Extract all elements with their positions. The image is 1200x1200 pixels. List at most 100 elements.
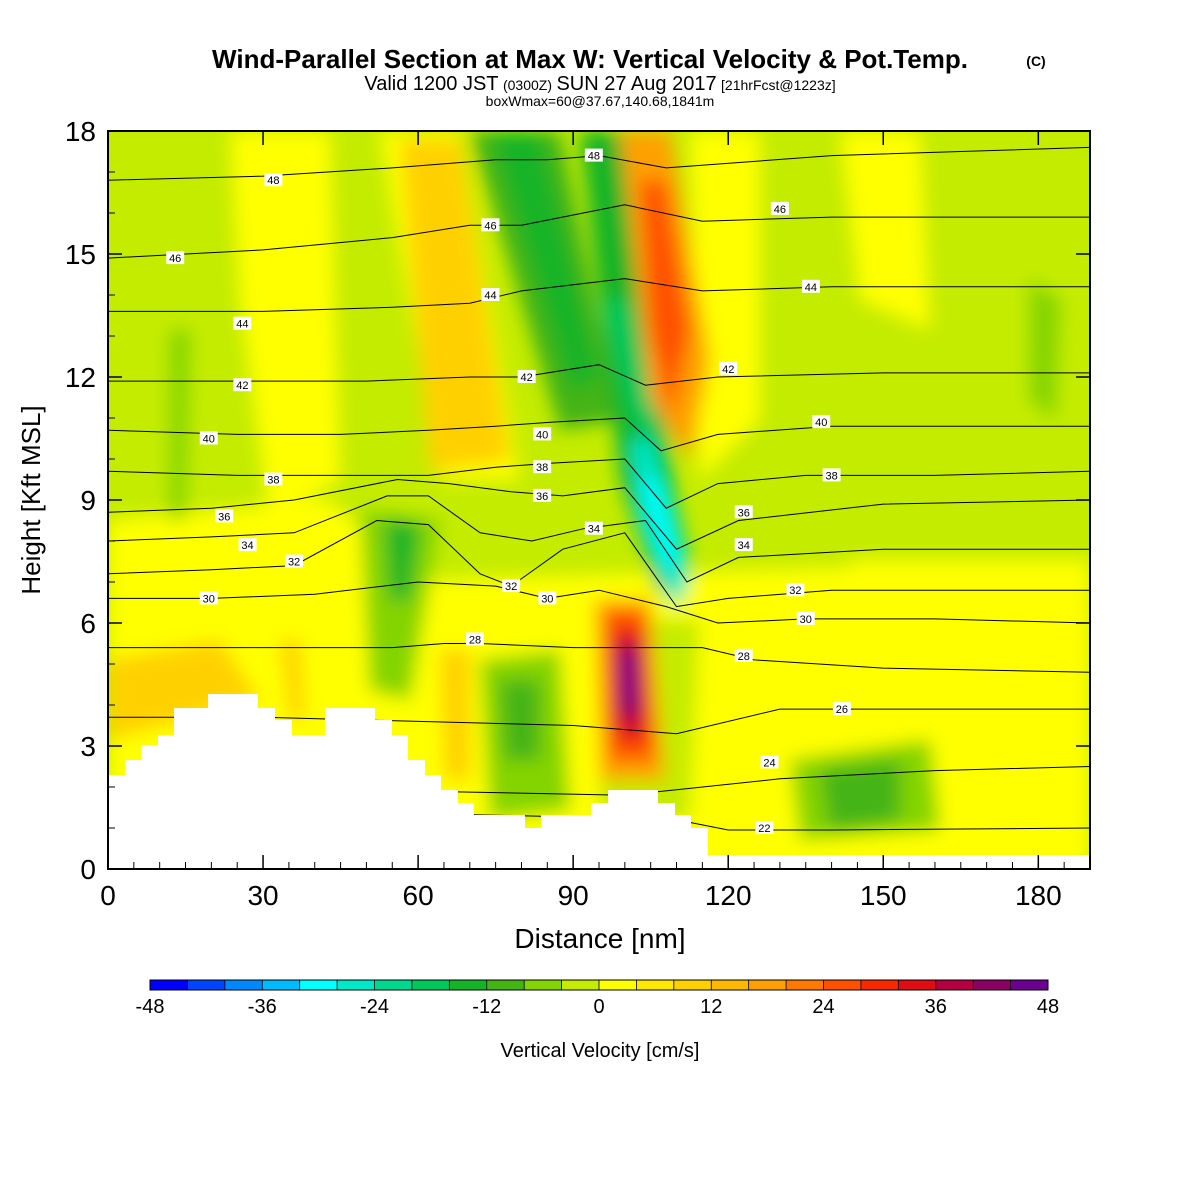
colorbar-tick-label: -36 [248, 996, 277, 1018]
velocity-region [850, 560, 1090, 760]
contour-label: 32 [786, 583, 805, 597]
colorbar-tick-label: 0 [593, 996, 604, 1018]
colorbar-swatch [599, 980, 637, 990]
x-tick-label: 180 [1015, 880, 1062, 911]
contour-label-box [481, 288, 500, 301]
colorbar-swatch [224, 980, 263, 990]
contour-label-text: 34 [241, 540, 253, 552]
contour-label: 38 [822, 468, 841, 482]
colorbar-tick-label: 48 [1037, 996, 1059, 1018]
contour-label-text: 32 [789, 585, 801, 597]
y-tick-label: 6 [80, 608, 96, 639]
contour-label-box [533, 460, 552, 474]
contour-label-text: 28 [738, 651, 750, 663]
colorbar-swatch [823, 980, 862, 990]
contour-label: 48 [584, 148, 603, 163]
contour-label-text: 44 [236, 319, 248, 331]
isentrope-42 [108, 364, 1090, 386]
contour-label: 44 [801, 279, 820, 294]
colorbar-swatch [1010, 980, 1049, 990]
contour-label-text: 36 [218, 511, 230, 523]
velocity-region [640, 180, 690, 420]
velocity-region [400, 140, 510, 470]
isentrope-28 [108, 643, 1090, 673]
colorbar-tick-label: -48 [136, 996, 165, 1018]
velocity-region [280, 640, 305, 720]
x-tick-label: 30 [247, 880, 278, 911]
contour-label-text: 36 [536, 491, 548, 503]
contour-label-text: 42 [521, 372, 533, 384]
contour-label-box [199, 431, 218, 445]
isentrope-48 [108, 146, 1090, 181]
velocity-region [490, 131, 600, 390]
y-axis-label: Height [Kft MSL] [16, 405, 46, 594]
contour-label: 36 [533, 488, 552, 503]
velocity-region [230, 131, 340, 520]
contour-label: 34 [584, 521, 603, 536]
contour-label-text: 22 [758, 823, 770, 835]
contour-label-text: 30 [203, 593, 215, 605]
terrain-mask [108, 694, 1090, 869]
contour-label-text: 40 [815, 417, 827, 429]
contour-label-box [233, 316, 252, 330]
contour-label-text: 34 [588, 524, 600, 536]
x-axis-label: Distance [nm] [514, 923, 685, 954]
colorbar: -48 -36 -24 -12 0 12 24 36 48 [136, 979, 1059, 1018]
contour-label-box [264, 472, 283, 486]
contour-label: 30 [538, 591, 557, 605]
velocity-region [170, 330, 190, 520]
colorbar-swatch [374, 980, 413, 990]
contour-label: 32 [502, 579, 521, 593]
colorbar-tick-label: 12 [700, 996, 722, 1018]
contour-label-box [533, 488, 552, 502]
contour-label-box [285, 554, 304, 568]
velocity-region [385, 520, 420, 600]
isentrope-34 [108, 495, 1090, 583]
contour-label: 34 [734, 538, 753, 552]
contour-label-box [199, 591, 218, 605]
contour-label: 42 [517, 370, 536, 384]
contour-label: 28 [465, 632, 484, 646]
contour-label-text: 44 [805, 282, 817, 294]
contour-label-text: 40 [203, 434, 215, 446]
isentrope-46 [108, 204, 1090, 259]
contour-label: 46 [166, 251, 185, 265]
contour-label: 38 [533, 460, 552, 474]
contour-label: 36 [734, 505, 753, 519]
contour-label-box [465, 632, 484, 646]
contour-label-text: 42 [236, 380, 248, 392]
colorbar-label: Vertical Velocity [cm/s] [501, 1040, 700, 1062]
contour-label-text: 32 [288, 557, 300, 569]
colorbar-swatch [673, 980, 712, 990]
x-tick-label: 150 [860, 880, 907, 911]
colorbar-swatch [748, 980, 787, 990]
colorbar-swatch [299, 980, 338, 990]
contour-label-text: 38 [536, 462, 548, 474]
contour-label-box [584, 148, 603, 162]
y-tick-label: 15 [65, 239, 96, 270]
contour-label-text: 34 [738, 540, 750, 552]
contour-label-box [584, 521, 603, 535]
contour-label-box [215, 509, 234, 523]
contour-label-box [760, 755, 779, 769]
velocity-region [840, 131, 930, 330]
contour-label-box [517, 370, 536, 383]
colorbar-swatch [524, 980, 563, 990]
y-tick-label: 3 [80, 731, 96, 762]
contour-labels: 48 46 44 42 40 38 36 34 32 30 46 44 42 40 38 36 34 32 30 28… [166, 148, 851, 835]
contour-label-text: 44 [484, 290, 496, 302]
contour-label-text: 26 [836, 704, 848, 716]
velocity-region [108, 640, 260, 740]
contour-label: 40 [533, 427, 552, 441]
x-tick-label: 120 [705, 880, 752, 911]
contour-label-box [832, 702, 851, 716]
contour-label-text: 30 [541, 593, 553, 605]
contour-label-text: 42 [722, 364, 734, 376]
contour-label-box [822, 468, 841, 482]
contour-label: 34 [238, 538, 257, 552]
chart-subtitle: Valid 1200 JST (0300Z) SUN 27 Aug 2017 [… [364, 73, 835, 95]
contour-label: 28 [734, 648, 753, 663]
contour-label: 46 [770, 201, 789, 216]
colorbar-tick-label: 24 [812, 996, 834, 1018]
